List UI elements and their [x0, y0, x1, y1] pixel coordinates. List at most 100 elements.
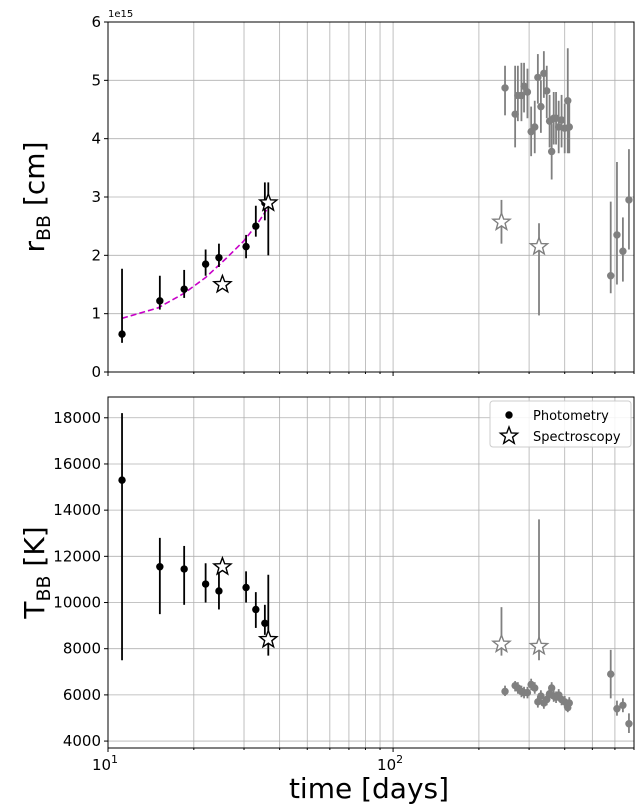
legend-marker-star — [498, 425, 520, 445]
series-spectroscopy — [211, 182, 279, 294]
series-photometry — [118, 182, 269, 343]
photometry-point — [613, 231, 621, 239]
series-photometry — [118, 413, 269, 661]
photometry-point — [537, 102, 545, 111]
x-axis-label: time [days] — [289, 772, 449, 805]
photometry-point — [531, 123, 539, 131]
legend: Photometry Spectroscopy — [489, 400, 632, 448]
legend-label: Spectroscopy — [533, 430, 621, 445]
photometry-point — [501, 687, 509, 696]
photometry-point — [201, 580, 210, 588]
photometry-point — [523, 88, 532, 96]
axes-frame — [107, 396, 635, 749]
photometry-point — [242, 583, 250, 592]
photometry-point — [261, 619, 269, 628]
photometry-point — [215, 253, 223, 262]
legend-marker-circle — [505, 411, 513, 419]
spectroscopy-point — [211, 555, 233, 576]
spectroscopy-point — [211, 273, 233, 294]
x-tick-label: 101 — [92, 753, 118, 774]
legend-label: Photometry — [533, 409, 609, 424]
photometry-point — [215, 587, 223, 595]
y-axis-label-subscript: BB — [33, 575, 55, 601]
photometry-point — [565, 699, 573, 707]
series-photometry — [501, 649, 633, 733]
photometry-point — [531, 684, 539, 692]
photometry-point — [520, 82, 528, 90]
y-tick-label: 8000 — [63, 640, 101, 658]
y-tick-label: 10000 — [53, 594, 101, 612]
legend-box — [489, 400, 632, 448]
spectroscopy-point — [528, 235, 550, 256]
photometry-point — [547, 147, 556, 156]
y-axis-label: TBB [K] — [18, 526, 55, 619]
photometry-point — [537, 692, 545, 700]
y-axis-label-subscript: BB — [33, 215, 55, 241]
photometry-point — [201, 260, 210, 268]
y-tick-label: 2 — [91, 246, 101, 264]
photometry-point — [564, 97, 572, 105]
photometry-point — [242, 242, 250, 251]
plot-area — [108, 397, 634, 748]
y-tick-label: 4000 — [63, 732, 101, 750]
series-spectroscopy — [211, 555, 279, 656]
photometry-point — [607, 272, 615, 280]
y-tick-label: 18000 — [53, 409, 101, 427]
photometry-point — [118, 330, 126, 338]
photometry-point — [619, 701, 627, 709]
photometry-point — [156, 297, 164, 305]
photometry-point — [534, 698, 542, 706]
photometry-point — [554, 123, 563, 131]
photometry-point — [557, 116, 566, 124]
spectroscopy-point — [491, 211, 512, 231]
x-tick-base: 10 — [377, 756, 396, 774]
photometry-point — [607, 670, 615, 678]
series-photometry — [501, 48, 633, 294]
photometry-point — [252, 605, 260, 614]
spectroscopy-point — [257, 191, 279, 212]
photometry-point — [547, 684, 556, 692]
photometry-point — [118, 476, 126, 484]
photometry-point — [625, 196, 633, 204]
photometry-point — [523, 688, 532, 697]
photometry-point — [540, 69, 548, 78]
spectroscopy-point — [491, 633, 512, 653]
y-tick-label: 0 — [91, 363, 101, 381]
series-spectroscopy — [491, 519, 550, 661]
x-tick-exponent: 1 — [111, 753, 118, 766]
photometry-point — [180, 565, 188, 573]
photometry-point — [156, 563, 164, 571]
x-tick-base: 10 — [92, 756, 111, 774]
y-axis-label-unit: [cm] — [18, 141, 51, 214]
y-tick-label: 6000 — [63, 686, 101, 704]
photometry-point — [252, 222, 260, 230]
y-axis-label: rBB [cm] — [18, 141, 55, 252]
y-tick-label: 1 — [91, 305, 101, 323]
photometry-point — [565, 123, 573, 131]
photometry-point — [501, 84, 509, 92]
photometry-point — [180, 285, 188, 293]
photometry-point — [534, 73, 542, 82]
panel-top: 0 1 2 3 4 5 6 1e15 rBB [cm] — [18, 9, 635, 381]
x-tick-label: 102 — [377, 753, 403, 774]
y-tick-label: 16000 — [53, 455, 101, 473]
y-tick-label: 14000 — [53, 501, 101, 519]
y-tick-label: 3 — [91, 188, 101, 206]
series-spectroscopy — [491, 199, 550, 316]
y-tick-label: 5 — [91, 71, 101, 89]
y-tick-label: 6 — [91, 13, 101, 31]
panel-bottom: 4000600080001000012000140001600018000101… — [18, 396, 635, 805]
x-tick-exponent: 2 — [396, 753, 403, 766]
y-tick-label: 12000 — [53, 547, 101, 565]
photometry-point — [613, 705, 621, 713]
y-axis-label-main: r — [18, 241, 51, 253]
y-axis-label-main: T — [18, 601, 51, 620]
spectroscopy-point — [257, 628, 279, 649]
photometry-point — [625, 720, 633, 728]
y-axis-label-unit: [K] — [18, 526, 51, 575]
y-tick-label: 4 — [91, 130, 101, 148]
y-offset-text: 1e15 — [108, 9, 133, 20]
photometry-point — [543, 87, 551, 95]
photometry-point — [619, 247, 627, 255]
